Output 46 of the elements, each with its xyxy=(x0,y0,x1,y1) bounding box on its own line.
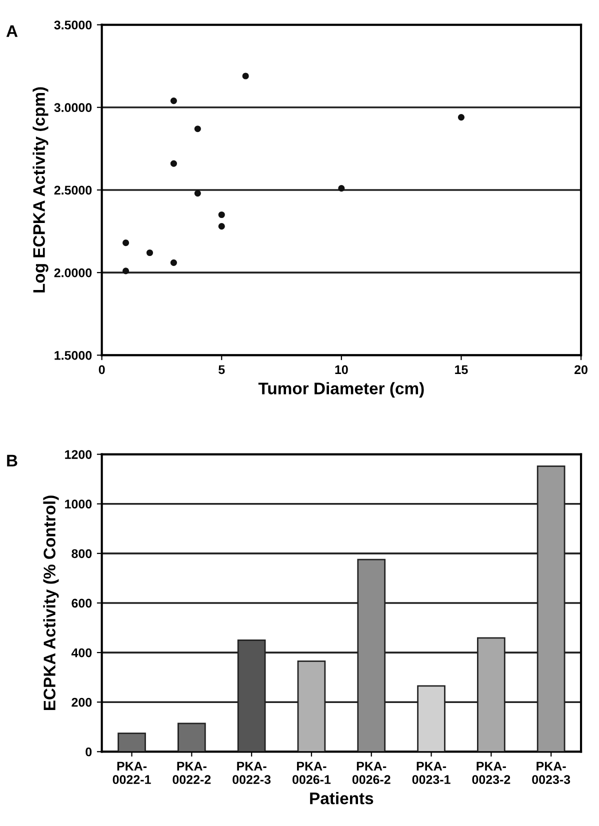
x-tick-label: PKA- 0022-3 xyxy=(232,762,271,784)
text: A xyxy=(6,25,18,37)
y-tick-label: 2.0000 xyxy=(54,268,92,278)
bar xyxy=(118,732,146,752)
y-tick-label: 200 xyxy=(72,698,92,707)
y-tick-label: 1000 xyxy=(65,500,92,509)
point xyxy=(194,126,201,132)
y-axis-title: Log ECPKA Activity (cpm) xyxy=(32,87,48,292)
y-tick-label: 1200 xyxy=(65,450,92,459)
y-tick-label: 1.5000 xyxy=(54,350,92,360)
point xyxy=(170,259,178,266)
y-tick-label: 2.5000 xyxy=(54,186,92,195)
x-tick-label: PKA- 0023-2 xyxy=(472,762,510,784)
x-tick-label: 15 xyxy=(455,365,468,374)
x-tick-label: PKA- 0023-1 xyxy=(412,762,450,784)
x-tick-label: PKA- 0026-1 xyxy=(292,762,331,784)
y-axis-title: ECPKA Activity (% Control) xyxy=(43,496,59,710)
point xyxy=(122,268,130,274)
point xyxy=(242,72,249,80)
x-tick-label: PKA- 0022-2 xyxy=(172,762,211,784)
point xyxy=(338,185,345,192)
point xyxy=(122,240,130,246)
y-tick-label: 400 xyxy=(71,648,92,658)
y-tick-label: 0 xyxy=(86,747,92,756)
x-tick-label: PKA- 0023-3 xyxy=(532,762,570,784)
x-tick-label: 20 xyxy=(574,365,588,374)
point xyxy=(170,160,178,167)
x-axis-title: Tumor Diameter (cm) xyxy=(258,382,424,398)
point xyxy=(218,223,225,230)
point xyxy=(146,249,154,256)
x-axis-title: Patients xyxy=(310,792,374,804)
x-tick-label: PKA- 0026-2 xyxy=(352,762,390,784)
x-tick-label: 10 xyxy=(335,365,348,374)
y-tick-label: 3.0000 xyxy=(54,103,92,112)
point xyxy=(218,211,225,218)
y-tick-label: 3.5000 xyxy=(54,20,92,30)
bar xyxy=(178,722,206,752)
x-tick-label: PKA- 0022-1 xyxy=(112,762,151,784)
text: B xyxy=(7,454,18,466)
point xyxy=(458,114,465,121)
y-tick-label: 600 xyxy=(72,598,92,608)
x-tick-label: 5 xyxy=(218,365,225,374)
point xyxy=(194,190,201,197)
y-tick-label: 800 xyxy=(72,549,92,558)
point xyxy=(170,97,178,104)
x-tick-label: 0 xyxy=(98,365,105,374)
